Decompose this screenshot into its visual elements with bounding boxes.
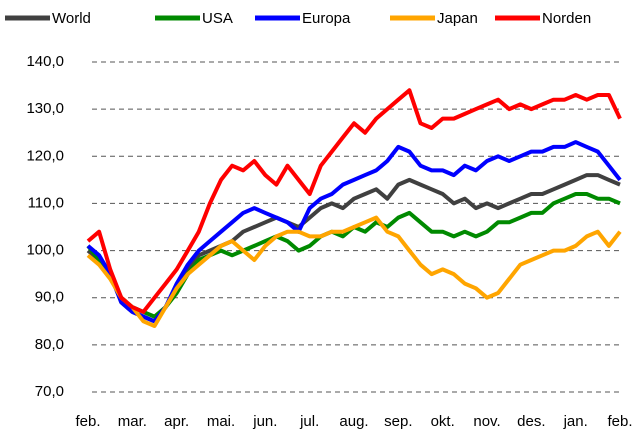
legend-label: Europa — [302, 10, 351, 27]
y-tick-label: 90,0 — [35, 289, 64, 306]
x-tick-label: sep. — [384, 413, 412, 430]
series-line — [86, 140, 622, 324]
x-tick-label: des. — [517, 413, 545, 430]
legend-label: World — [52, 10, 91, 27]
x-tick-label: feb. — [75, 413, 100, 430]
x-tick-label: nov. — [473, 413, 500, 430]
series-line — [86, 215, 622, 328]
x-tick-label: aug. — [339, 413, 368, 430]
y-tick-label: 110,0 — [28, 194, 64, 211]
x-tick-label: jun. — [252, 413, 277, 430]
legend-label: Japan — [437, 10, 478, 27]
x-tick-label: okt. — [431, 413, 455, 430]
x-tick-label: jul. — [299, 413, 319, 430]
x-tick-label: apr. — [164, 413, 189, 430]
y-tick-label: 140,0 — [26, 53, 64, 70]
legend-label: USA — [202, 10, 233, 27]
x-tick-label: mai. — [207, 413, 235, 430]
y-tick-label: 130,0 — [26, 100, 64, 117]
x-tick-label: feb. — [607, 413, 632, 430]
x-tick-label: jan. — [563, 413, 588, 430]
y-tick-label: 120,0 — [26, 147, 64, 164]
y-tick-label: 80,0 — [35, 336, 64, 353]
x-tick-label: mar. — [118, 413, 147, 430]
y-tick-label: 70,0 — [35, 383, 64, 400]
legend-label: Norden — [542, 10, 591, 27]
y-tick-label: 100,0 — [26, 242, 64, 259]
series-line — [86, 88, 622, 314]
